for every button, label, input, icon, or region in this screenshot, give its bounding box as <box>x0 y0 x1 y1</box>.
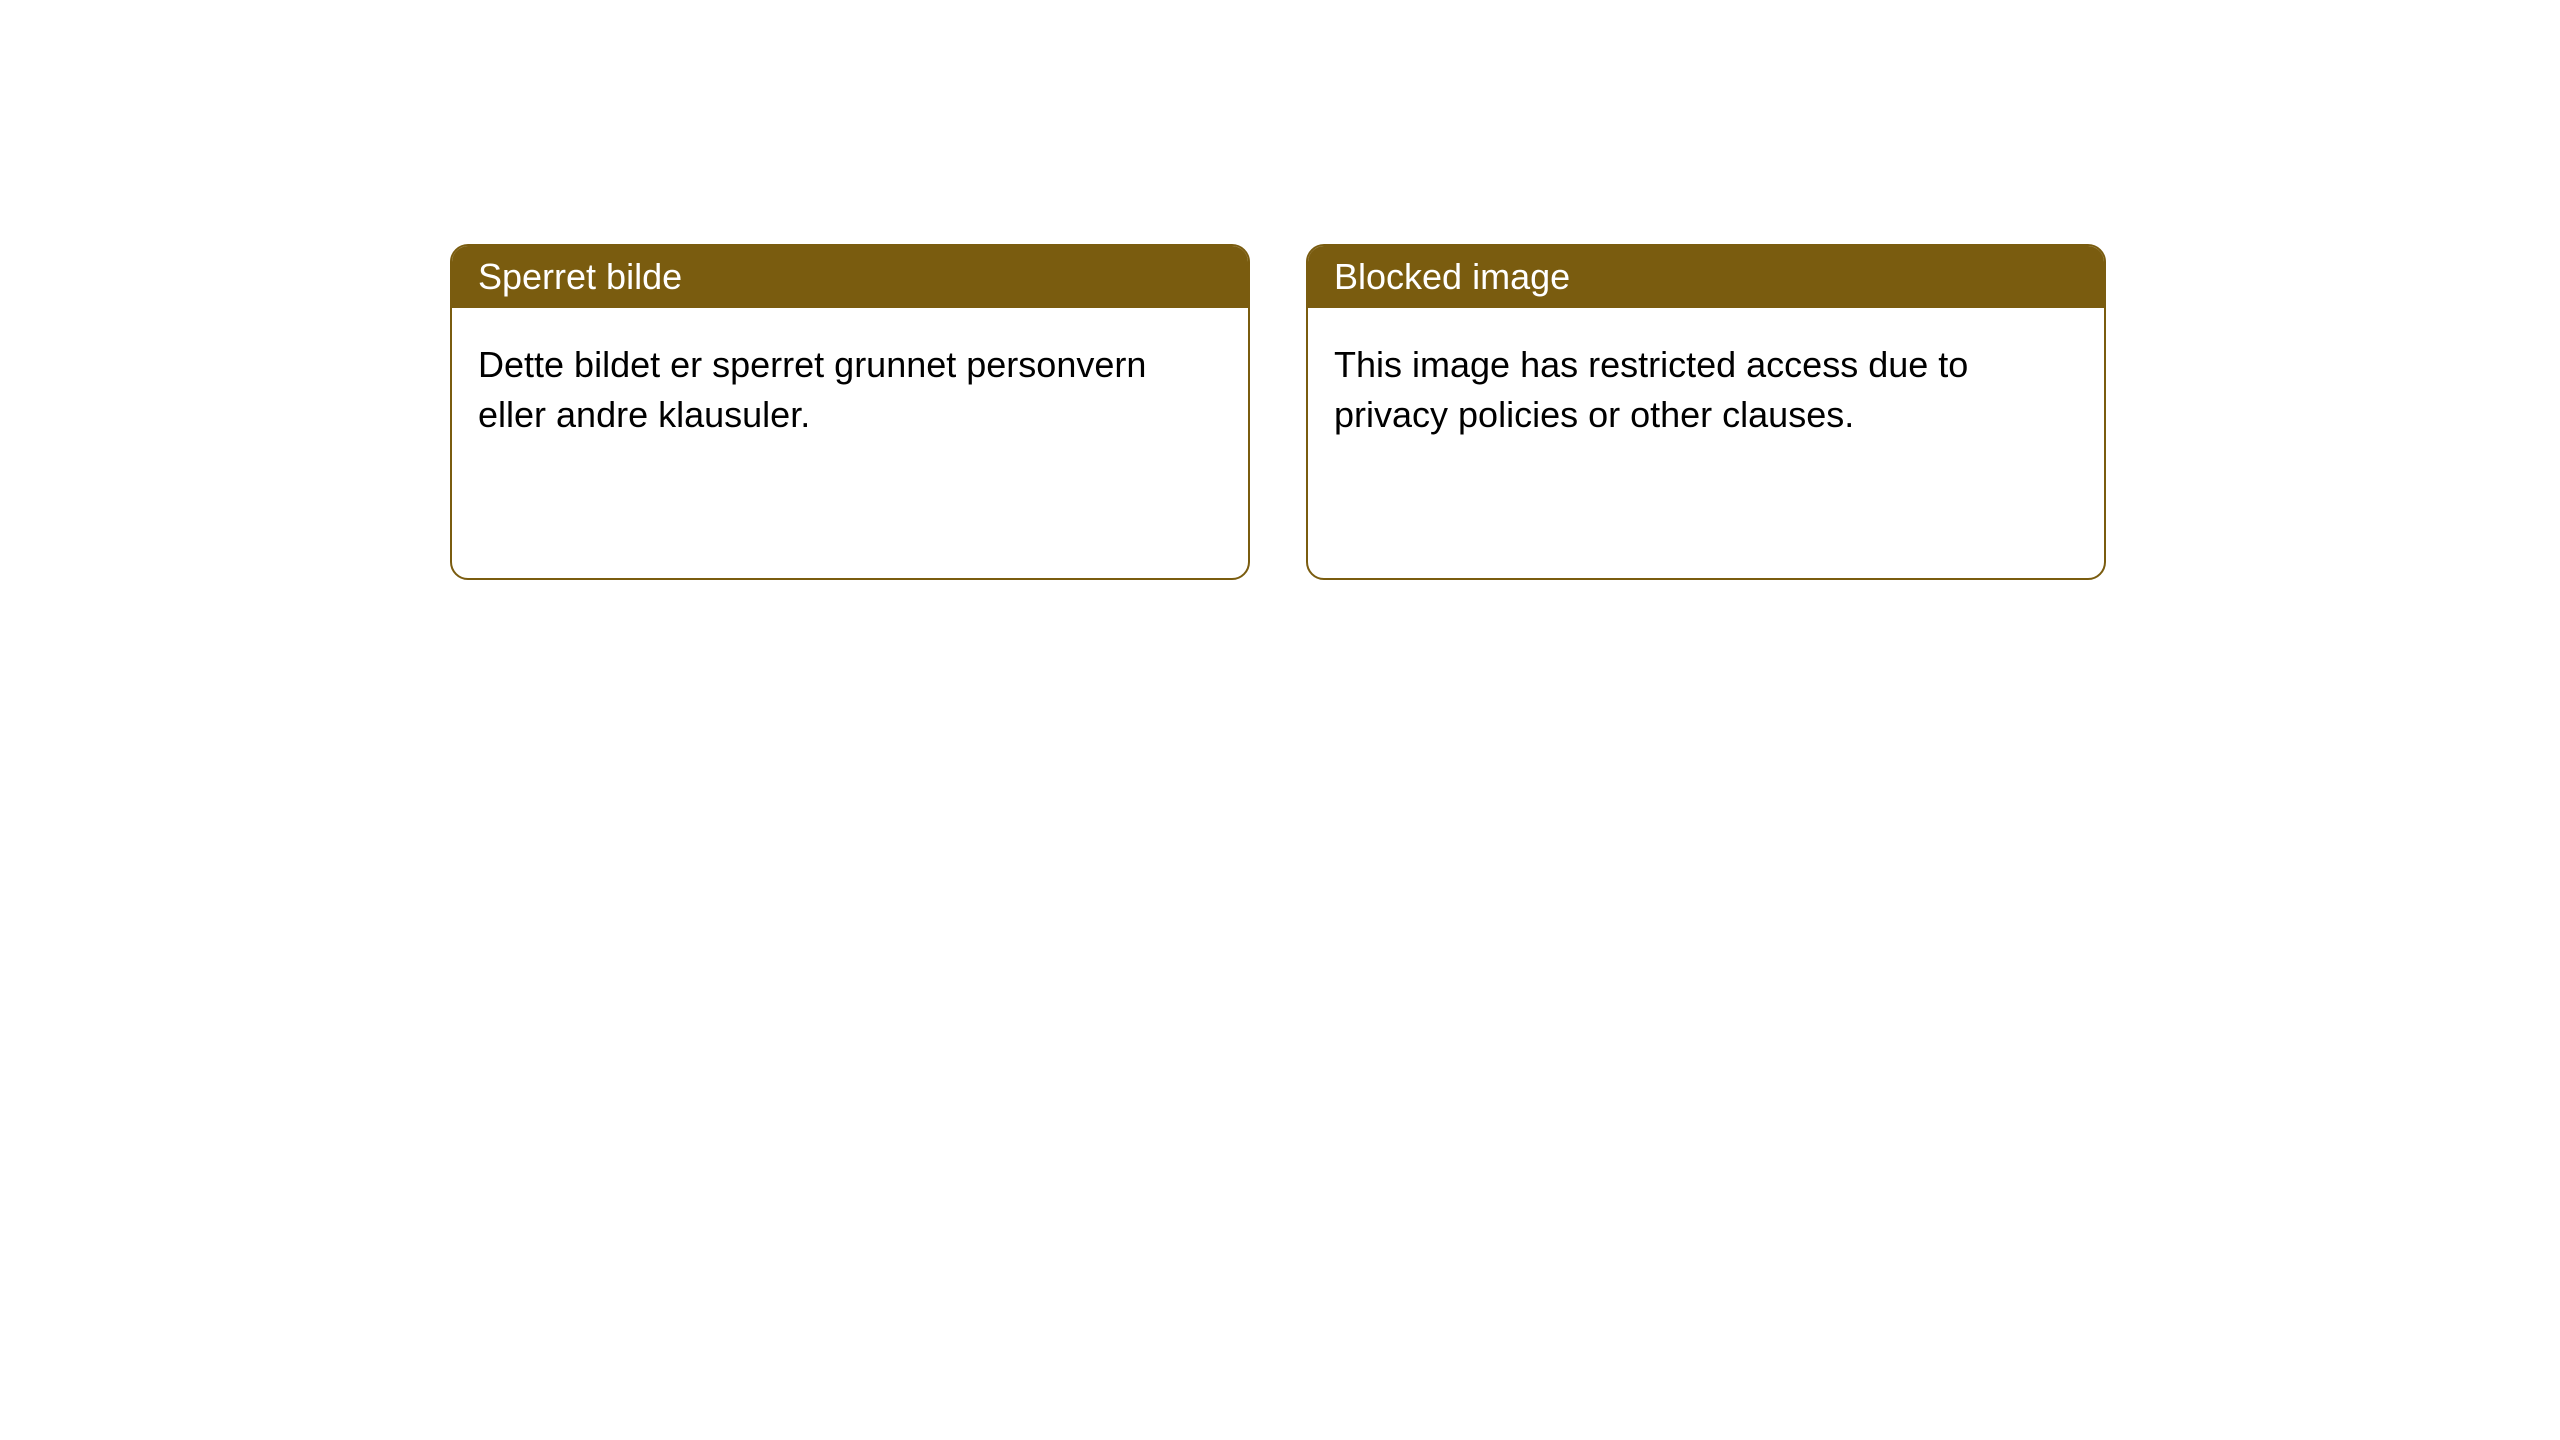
notice-body: This image has restricted access due to … <box>1308 308 2104 473</box>
notice-title: Sperret bilde <box>478 256 682 297</box>
notice-card-norwegian: Sperret bilde Dette bildet er sperret gr… <box>450 244 1250 580</box>
notice-header: Sperret bilde <box>452 246 1248 308</box>
notice-card-english: Blocked image This image has restricted … <box>1306 244 2106 580</box>
notice-header: Blocked image <box>1308 246 2104 308</box>
notices-container: Sperret bilde Dette bildet er sperret gr… <box>0 0 2560 580</box>
notice-body-text: This image has restricted access due to … <box>1334 344 1968 435</box>
notice-body-text: Dette bildet er sperret grunnet personve… <box>478 344 1146 435</box>
notice-body: Dette bildet er sperret grunnet personve… <box>452 308 1248 473</box>
notice-title: Blocked image <box>1334 256 1570 297</box>
